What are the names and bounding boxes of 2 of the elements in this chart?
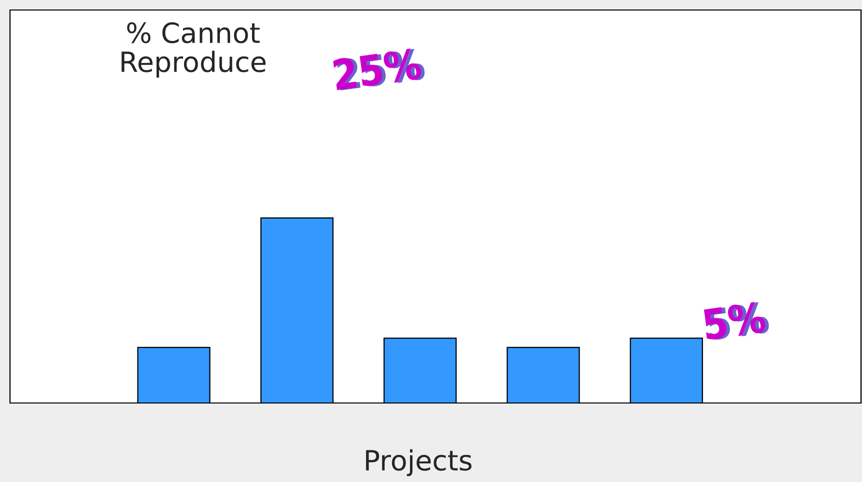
text: % Cannot Reproduce: [122, 22, 266, 78]
x-axis-title: Projects: [366, 449, 472, 476]
